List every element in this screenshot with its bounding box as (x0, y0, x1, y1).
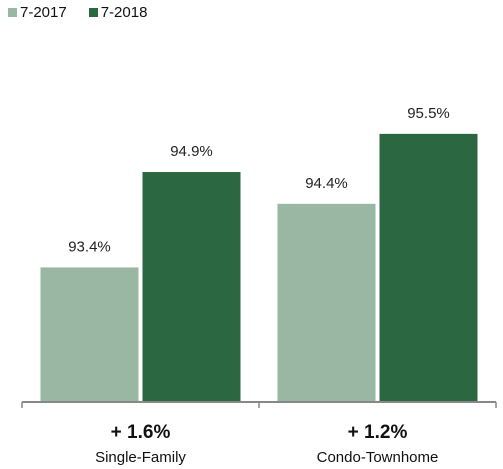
legend-item-7-2018: 7-2018 (88, 4, 148, 21)
legend-item-7-2017: 7-2017 (8, 4, 67, 21)
data-label-7-2017-0: 93.4% (68, 238, 111, 255)
legend: 7-2017 7-2018 (8, 4, 147, 21)
data-label-7-2017-1: 94.4% (305, 175, 348, 192)
change-label-0: + 1.6% (111, 422, 171, 443)
bar-7-2017-0 (40, 267, 139, 401)
legend-label-7-2018: 7-2018 (100, 4, 148, 21)
legend-swatch-7-2018 (88, 8, 98, 17)
data-label-7-2018-1: 95.5% (407, 105, 450, 122)
change-label-1: + 1.2% (348, 422, 408, 443)
legend-swatch-7-2017 (8, 8, 17, 17)
bar-7-2018-0 (142, 172, 241, 401)
category-label-1: Condo-Townhome (317, 449, 439, 466)
data-label-7-2018-0: 94.9% (170, 143, 213, 160)
bar-7-2017-1 (277, 203, 376, 401)
bar-7-2018-1 (379, 133, 478, 401)
legend-label-7-2017: 7-2017 (20, 4, 67, 21)
category-label-0: Single-Family (95, 449, 186, 466)
